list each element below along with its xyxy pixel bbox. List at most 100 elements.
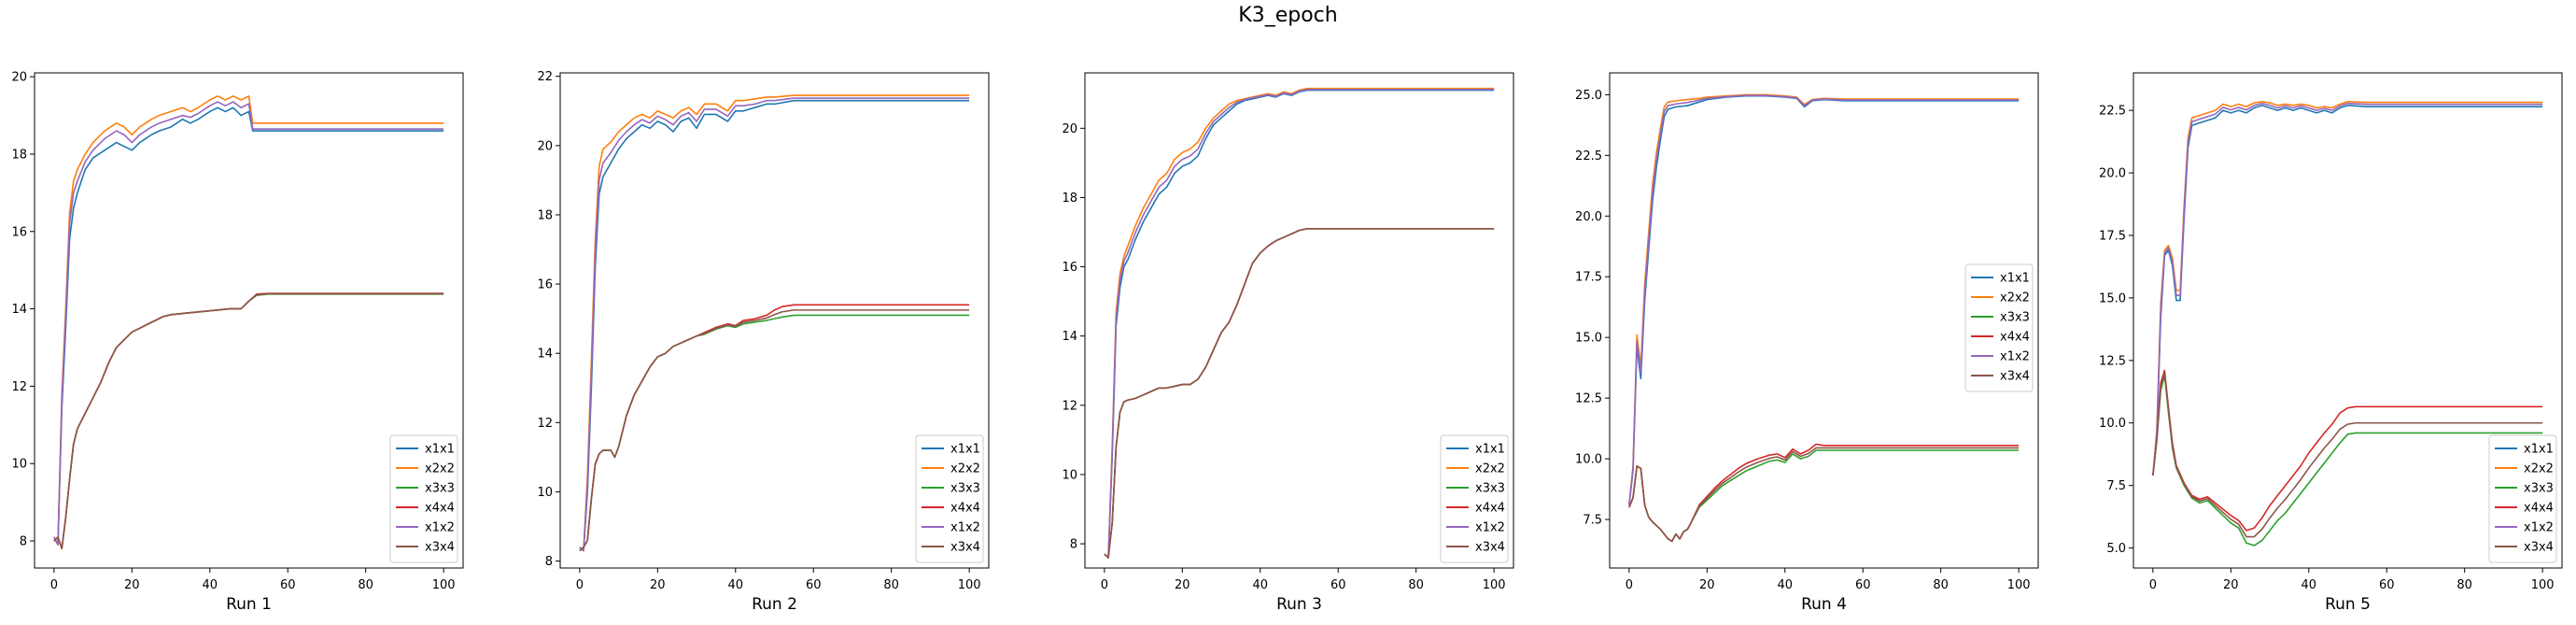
legend: x1x1 x2x2 x3x3 x4x4 x1x2 x3x4 [1440,434,1509,563]
y-tick-label: 20 [537,139,553,153]
x-tick-label: 80 [1933,578,1949,592]
axes-frame [34,72,464,569]
y-tick-label: 15.0 [1575,332,1602,346]
x-tick-label: 100 [432,578,456,592]
y-tick-label: 12.5 [1575,392,1602,406]
x-tick-label: 40 [727,578,743,592]
y-tick-label: 18 [537,208,553,222]
x-tick-label: 80 [358,578,373,592]
series-line-x3x4 [579,309,970,552]
figure-title: K3_epoch [1238,4,1338,27]
y-tick-label: 16 [1062,261,1077,275]
series-line-x1x2 [1104,88,1495,559]
series-line-x3x4 [2152,372,2543,538]
y-tick-label: 8 [545,555,553,569]
x-tick-label: 100 [1483,578,1506,592]
x-tick-label: 0 [1101,578,1108,592]
y-tick-label: 10 [537,486,553,500]
y-tick-label: 16 [537,278,553,292]
x-tick-label: 80 [2456,578,2472,592]
legend-entry: x3x4 [2524,541,2554,555]
x-axis-label: Run 3 [1276,595,1322,614]
y-tick-label: 10.0 [1575,453,1602,467]
legend-entry: x4x4 [2524,502,2554,516]
series-line-x1x1 [579,99,970,552]
y-tick-label: 8 [20,535,27,549]
x-tick-label: 20 [650,578,666,592]
y-tick-label: 20.0 [2099,167,2126,181]
x-axis-label: Run 1 [226,595,272,614]
x-axis-label: Run 2 [752,595,797,614]
y-tick-label: 22 [537,70,553,84]
series-line-x1x2 [579,97,970,552]
legend-entry: x1x1 [950,443,980,457]
x-tick-label: 40 [1252,578,1268,592]
axes-frame [559,72,990,569]
series-line-x1x1 [2152,105,2543,476]
y-tick-label: 20.0 [1575,210,1602,224]
subplot-3: 0 20 40 60 80 100 8 10 12 14 16 18 20 Run 3 x1x1 x2x2 x3… [1062,72,1514,614]
legend-entry: x3x4 [2000,370,2030,384]
legend-entry: x1x2 [1475,521,1505,535]
x-tick-label: 0 [576,578,584,592]
series-line-x4x4 [2152,369,2543,532]
series-line-x4x4 [1104,227,1495,559]
legend-entry: x3x4 [1475,541,1505,555]
y-tick-label: 12 [11,380,27,394]
y-tick-label: 7.5 [1583,514,1602,528]
subplot-2: 0 20 40 60 80 100 8 10 12 14 16 18 20 22 Run 2 x1x1 x2x2… [537,70,990,614]
subplot-5: 0 20 40 60 80 100 5.0 7.5 10.0 12.5 15.0 17.5 20.0 22… [2099,72,2563,614]
series-line-x3x4 [1104,227,1495,559]
legend: x1x1 x2x2 x3x3 x4x4 x1x2 x3x4 [1964,263,2034,392]
x-tick-label: 0 [50,578,58,592]
x-tick-label: 20 [1175,578,1190,592]
legend: x1x1 x2x2 x3x3 x4x4 x1x2 x3x4 [2488,434,2557,563]
x-tick-label: 100 [958,578,981,592]
legend-entry: x2x2 [425,462,455,476]
series-line-x3x3 [1104,227,1495,559]
series-line-x3x4 [1628,447,2020,543]
axes-frame [2133,72,2563,569]
series-line-x1x1 [1628,94,2020,505]
y-tick-label: 17.5 [2099,229,2126,243]
x-tick-label: 100 [2007,578,2031,592]
x-tick-label: 60 [1330,578,1346,592]
x-tick-label: 40 [2301,578,2316,592]
legend: x1x1 x2x2 x3x3 x4x4 x1x2 x3x4 [389,434,458,563]
axes-frame [1084,72,1514,569]
series-line-x3x3 [53,293,444,550]
series-line-x2x2 [53,95,444,546]
y-tick-label: 25.0 [1575,89,1602,103]
y-tick-label: 15.0 [2099,291,2126,305]
axes-frame [1609,72,2039,569]
series-line-x2x2 [1628,93,2020,505]
x-axis-label: Run 4 [1801,595,1847,614]
x-tick-label: 0 [2149,578,2157,592]
y-tick-label: 18 [1062,192,1077,206]
series-line-x2x2 [1104,87,1495,559]
legend-entry: x1x2 [2524,521,2554,535]
y-tick-label: 17.5 [1575,271,1602,285]
x-tick-label: 60 [806,578,822,592]
y-tick-label: 12.5 [2099,354,2126,368]
legend-entry: x4x4 [1475,502,1505,516]
y-tick-label: 12 [537,417,553,431]
y-tick-label: 14 [11,303,27,317]
legend-entry: x2x2 [2000,291,2030,305]
legend-entry: x2x2 [1475,462,1505,476]
series-line-x2x2 [2152,100,2543,476]
legend-entry: x3x4 [950,541,980,555]
legend-entry: x4x4 [950,502,980,516]
x-tick-label: 20 [124,578,140,592]
y-tick-label: 7.5 [2106,479,2126,493]
series-line-x3x3 [2152,375,2543,547]
subplot-1: 0 20 40 60 80 100 8 10 12 14 16 18 20 Run 1 x1x1 x2x2 x3… [11,71,464,614]
y-tick-label: 10.0 [2099,417,2126,431]
series-line-x1x2 [2152,102,2543,476]
series-line-x3x3 [579,314,970,552]
legend-entry: x2x2 [950,462,980,476]
x-tick-label: 0 [1626,578,1633,592]
y-tick-label: 22.5 [2099,105,2126,119]
